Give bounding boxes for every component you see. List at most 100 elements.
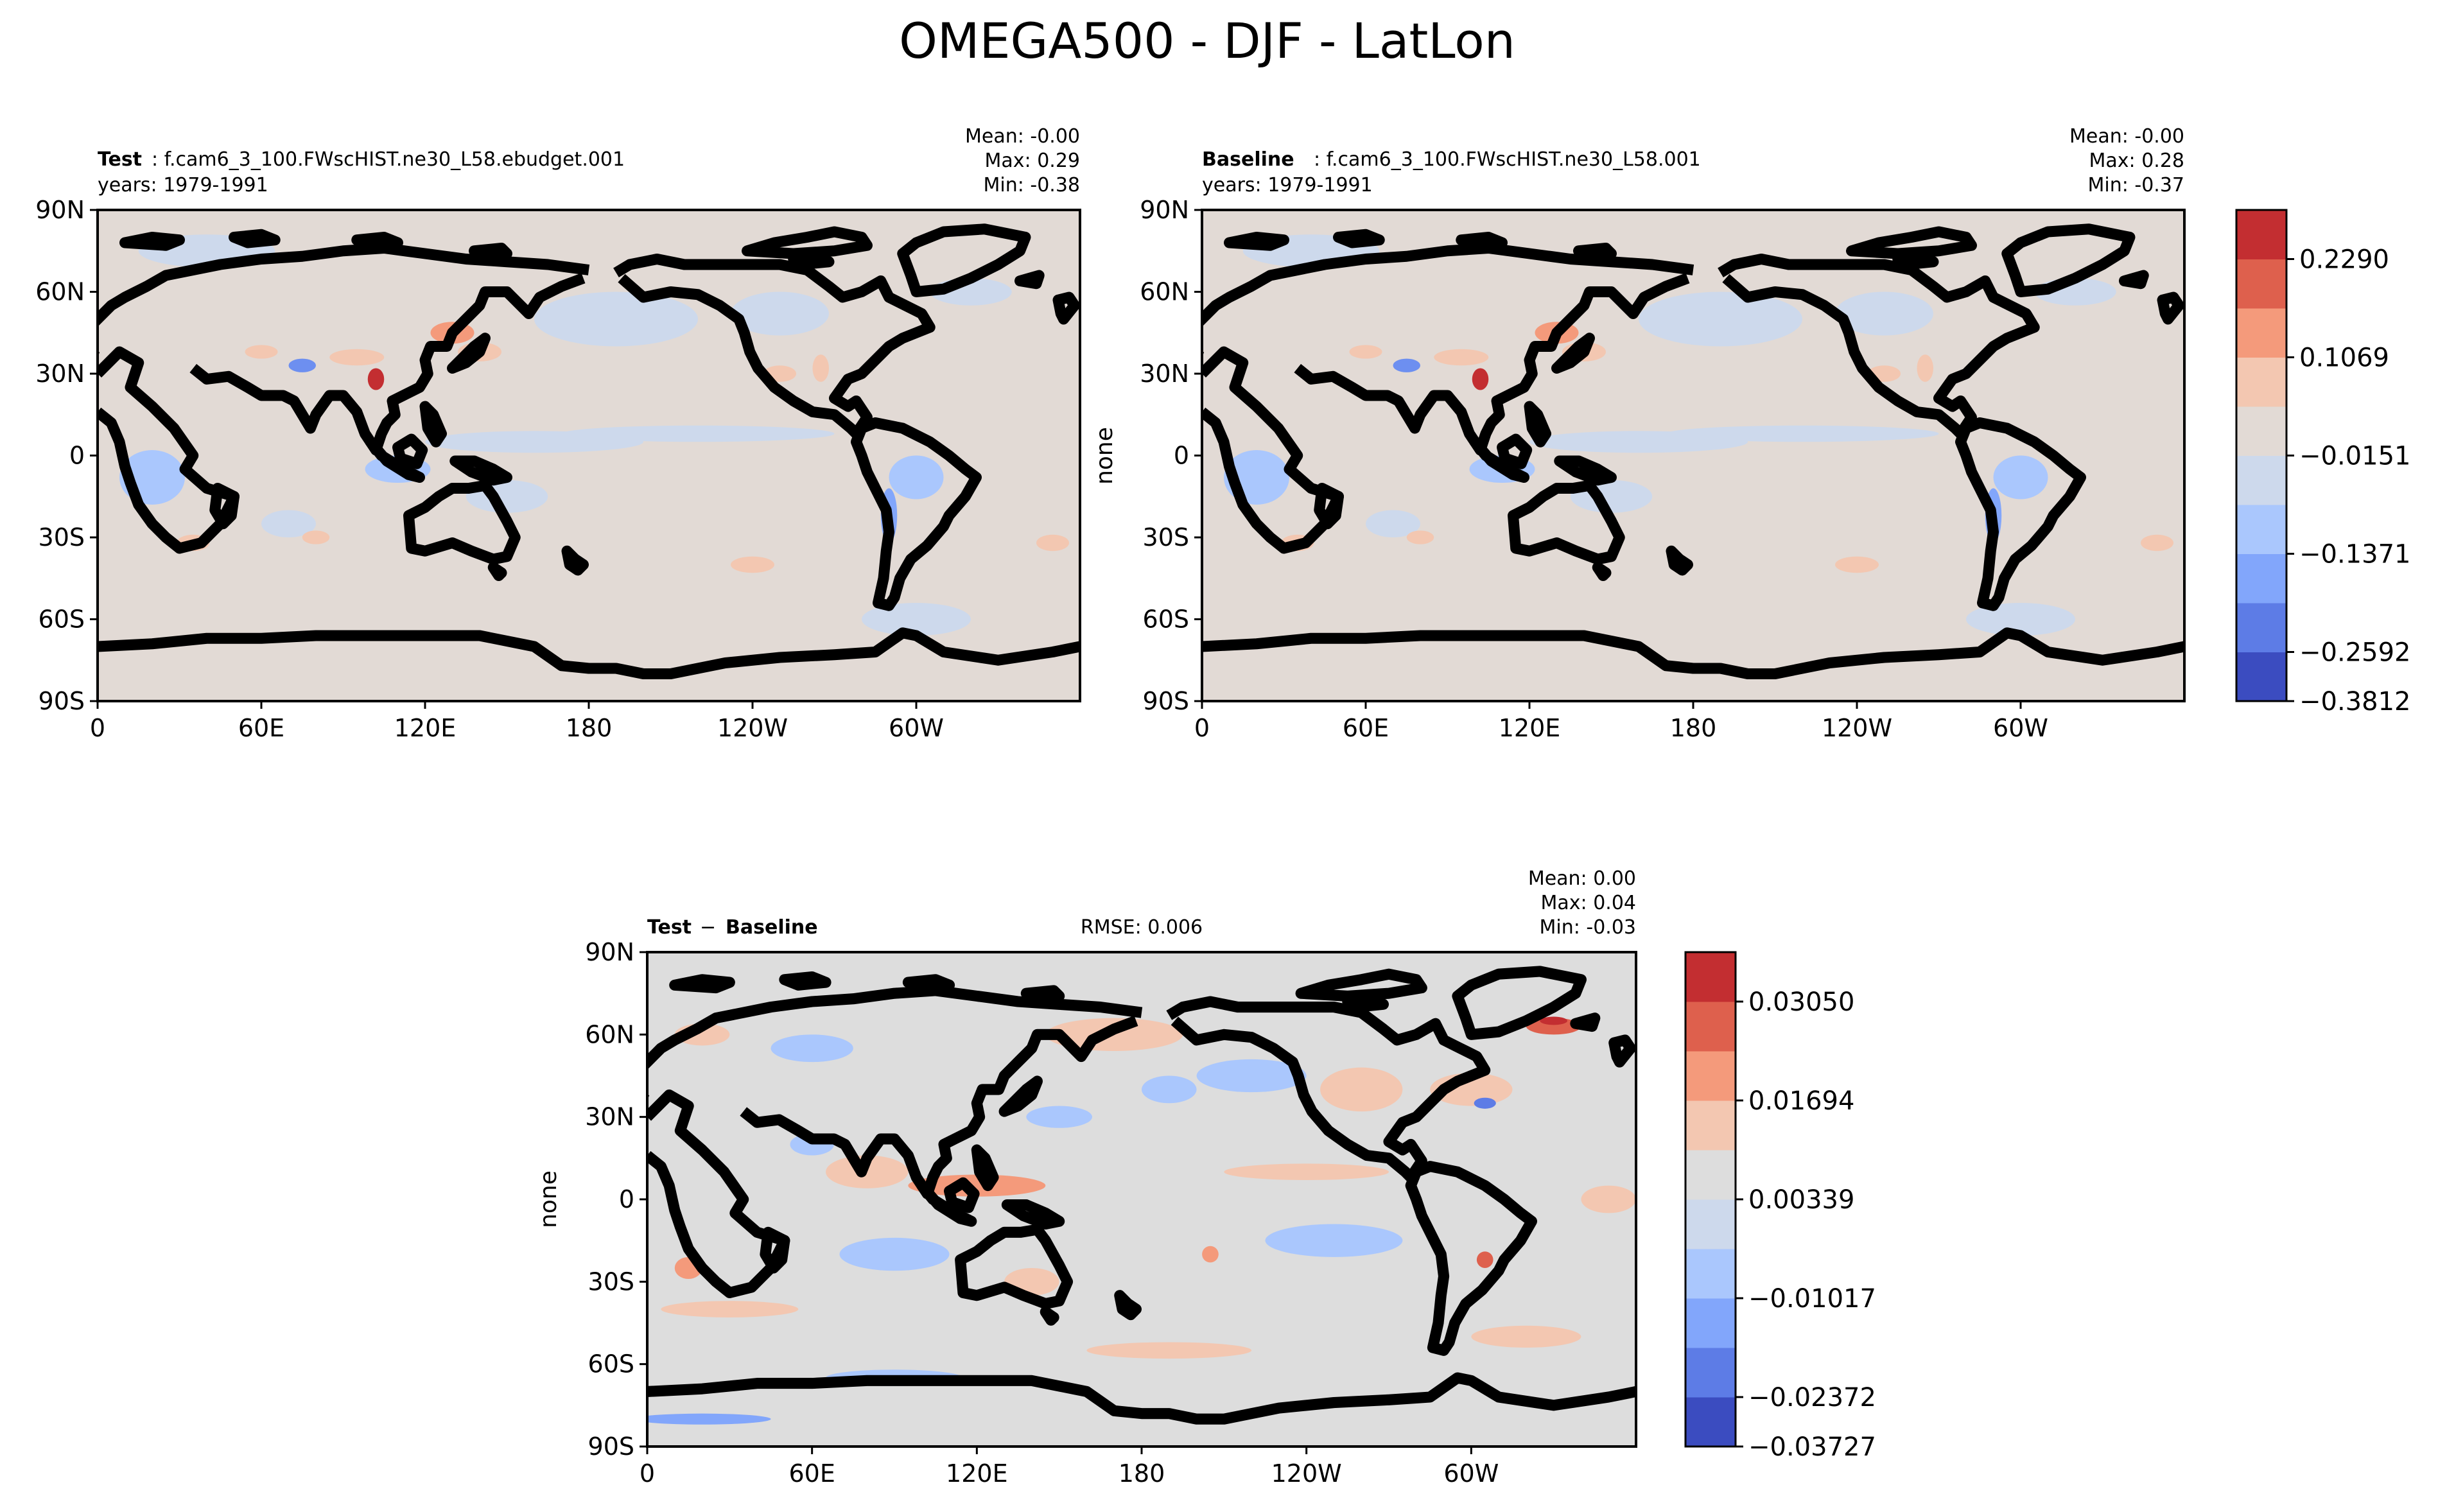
colorbar-tick-label: 0.01694 bbox=[1748, 1086, 1854, 1116]
contour-patch bbox=[771, 1034, 853, 1063]
colorbar-level bbox=[2236, 406, 2286, 456]
lat-tick-label: 60N bbox=[585, 1020, 634, 1048]
contour-patch bbox=[862, 603, 971, 636]
baseline-max: Max: 0.28 bbox=[2089, 150, 2184, 172]
lon-tick-label: 60E bbox=[238, 714, 284, 742]
test-max: Max: 0.29 bbox=[985, 150, 1080, 172]
lat-tick-label: 90N bbox=[1140, 196, 1189, 224]
contour-patch bbox=[1349, 345, 1382, 359]
baseline-years: years: 1979-1991 bbox=[1202, 174, 1373, 196]
contour-patch bbox=[367, 368, 385, 390]
map-field bbox=[647, 952, 1636, 1447]
lat-tick-label: 90S bbox=[588, 1432, 634, 1461]
lon-tick-label: 60E bbox=[788, 1459, 835, 1488]
lon-tick-label: 180 bbox=[1119, 1459, 1165, 1488]
lat-tick-label: 0 bbox=[1174, 442, 1189, 470]
lat-tick-label: 90N bbox=[585, 938, 634, 966]
test-years: years: 1979-1991 bbox=[98, 174, 268, 196]
lat-tick-label: 90S bbox=[1143, 687, 1189, 715]
colorbar-tick-label: −0.02372 bbox=[1748, 1383, 1876, 1412]
baseline-title-bold: Baseline bbox=[1202, 148, 1294, 171]
colorbar-level bbox=[2236, 505, 2286, 554]
contour-patch bbox=[1026, 1106, 1092, 1128]
colorbar-level bbox=[1685, 1298, 1736, 1348]
colorbar-level bbox=[1685, 1150, 1736, 1200]
lat-tick-label: 60N bbox=[1140, 278, 1189, 306]
colorbar-level bbox=[2236, 603, 2286, 652]
lat-tick-label: 30S bbox=[39, 523, 85, 552]
colorbar-level bbox=[1685, 1199, 1736, 1249]
diff-max: Max: 0.04 bbox=[1541, 892, 1636, 914]
colorbar-level bbox=[2236, 652, 2286, 702]
contour-patch bbox=[2141, 534, 2173, 552]
contour-patch bbox=[1835, 291, 1933, 336]
colorbar-level bbox=[2236, 308, 2286, 358]
contour-patch bbox=[1472, 368, 1489, 390]
lat-tick-label: 90N bbox=[35, 196, 85, 224]
contour-patch bbox=[1476, 1251, 1493, 1268]
lat-tick-label: 30N bbox=[1140, 360, 1189, 388]
colorbar-tick-label: −0.03727 bbox=[1748, 1432, 1876, 1462]
contour-patch bbox=[1320, 1067, 1403, 1112]
lat-tick-label: 60S bbox=[1143, 605, 1189, 634]
contour-patch bbox=[1474, 1097, 1496, 1109]
colorbar-level bbox=[2236, 553, 2286, 604]
lon-tick-label: 60W bbox=[1443, 1459, 1499, 1488]
contour-patch bbox=[1366, 510, 1420, 537]
lat-tick-label: 60N bbox=[35, 278, 85, 306]
contour-patch bbox=[288, 358, 316, 372]
contour-patch bbox=[302, 530, 330, 544]
lon-tick-label: 0 bbox=[640, 1459, 655, 1488]
lon-tick-label: 180 bbox=[1670, 714, 1717, 742]
colorbar: 0.03050 0.01694 0.00339 −0.01017 −0.02372 −0.… bbox=[1684, 951, 1876, 1462]
diff-ylabel: none bbox=[535, 1170, 562, 1228]
contour-patch bbox=[1406, 530, 1434, 544]
colorbar-level bbox=[1685, 1348, 1736, 1398]
contour-patch bbox=[1666, 425, 1939, 442]
colorbar-tick-label: 0.00339 bbox=[1748, 1185, 1854, 1215]
colorbar-tick-label: −0.3812 bbox=[2299, 687, 2410, 717]
lat-tick-label: 0 bbox=[69, 442, 85, 470]
diff-mean: Mean: 0.00 bbox=[1528, 867, 1636, 890]
colorbar-tick-label: −0.01017 bbox=[1748, 1284, 1876, 1314]
colorbar-level bbox=[1685, 1051, 1736, 1101]
diff-title-baseline: Baseline bbox=[726, 916, 818, 939]
contour-patch bbox=[1540, 1016, 1568, 1025]
colorbar-tick-label: 0.1069 bbox=[2299, 343, 2389, 373]
contour-patch bbox=[908, 1174, 1046, 1197]
lat-tick-label: 30N bbox=[585, 1103, 634, 1131]
colorbar-tick-label: 0.2290 bbox=[2299, 245, 2389, 275]
contour-patch bbox=[812, 354, 829, 382]
lon-tick-label: 60W bbox=[1993, 714, 2048, 742]
contour-patch bbox=[534, 291, 698, 347]
contour-patch bbox=[561, 425, 835, 442]
colorbar-tick-label: 0.03050 bbox=[1748, 987, 1854, 1017]
colorbar-level bbox=[1685, 1249, 1736, 1299]
contour-patch bbox=[731, 291, 829, 336]
diff-title-test: Test bbox=[647, 916, 692, 939]
colorbar-level bbox=[1685, 1397, 1736, 1447]
lat-tick-label: 30S bbox=[1143, 523, 1189, 552]
lat-tick-label: 90S bbox=[39, 687, 85, 715]
contour-patch bbox=[1835, 556, 1879, 573]
test-min: Min: -0.38 bbox=[984, 174, 1081, 196]
test-title-bold: Test bbox=[98, 148, 142, 171]
contour-patch bbox=[329, 349, 385, 366]
lat-tick-label: 60S bbox=[588, 1350, 634, 1378]
colorbar-level bbox=[2236, 357, 2286, 407]
colorbar-tick-label: −0.2592 bbox=[2299, 638, 2410, 668]
lon-tick-label: 120E bbox=[394, 714, 457, 742]
lat-tick-label: 60S bbox=[39, 605, 85, 634]
colorbar: 0.2290 0.1069 −0.0151 −0.1371 −0.2592 −0.3812 bbox=[2235, 209, 2410, 717]
diff-title-minus: − bbox=[700, 916, 716, 939]
contour-patch bbox=[1434, 349, 1489, 366]
contour-patch bbox=[1526, 1018, 1581, 1035]
colorbar-level bbox=[1685, 1002, 1736, 1052]
contour-patch bbox=[1581, 1185, 1636, 1213]
baseline-min: Min: -0.37 bbox=[2088, 174, 2185, 196]
contour-patch bbox=[261, 510, 316, 537]
colorbar-tick-label: −0.0151 bbox=[2299, 442, 2410, 471]
contour-patch bbox=[1993, 455, 2048, 500]
